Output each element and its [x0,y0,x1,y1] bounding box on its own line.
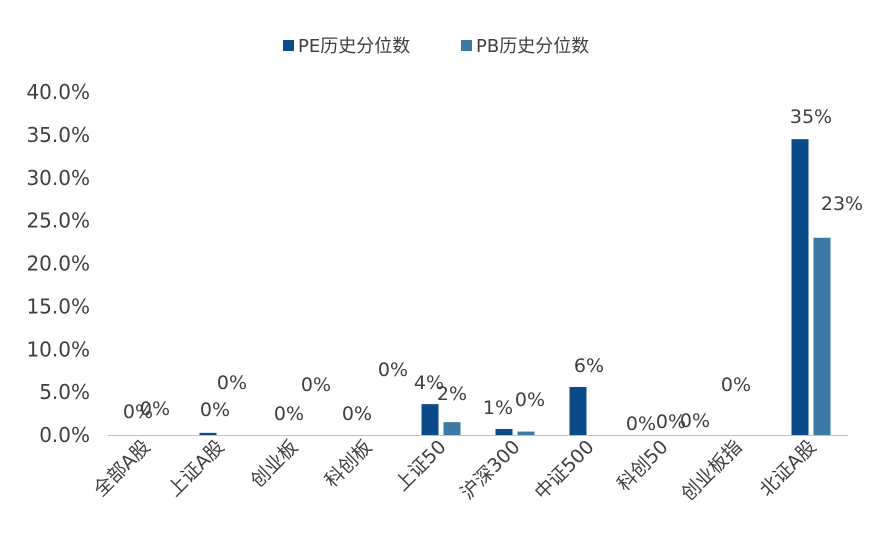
x-category-label: 中证500 [530,436,598,504]
data-label-pb-3: 0% [301,374,331,396]
data-label-pe-3: 0% [274,403,304,425]
x-axis: 全部A股 上证A股 创业板 科创板 上证50 沪深300 中证500 科创50 创业板指 北证A股 [89,435,848,505]
legend-swatch-2 [461,40,472,51]
data-label-pb-4: 0% [378,359,408,381]
bar-pe-10 [791,139,809,435]
y-tick-label: 15.0% [26,294,90,318]
data-label-pb-8: 0% [626,413,656,435]
bar-pb-6 [517,431,535,435]
y-tick-label: 20.0% [26,252,90,276]
x-category-label: 创业板指 [677,436,746,505]
bar-pb-5 [443,422,461,435]
y-tick-label: 25.0% [26,209,90,233]
legend-label-2: PB历史分位数 [476,36,589,57]
data-label-pe-5: 4% [414,372,444,394]
legend-swatch-1 [283,40,294,51]
y-tick-label: 0.0% [39,423,90,447]
x-category-label: 科创50 [613,436,673,496]
bar-pe-2 [199,432,217,435]
x-category-label: 创业板 [247,436,303,492]
data-label-pe-2: 0% [200,399,230,421]
legend-label-1: PE历史分位数 [298,36,410,57]
bars [199,139,831,435]
data-label-pb-10: 23% [821,193,863,215]
data-label-pe-4: 0% [342,403,372,425]
x-category-label: 科创板 [321,436,377,492]
legend: PE历史分位数 PB历史分位数 [283,36,589,57]
data-label-pe-7: 6% [574,355,604,377]
data-label-pe-9: 0% [721,374,751,396]
bar-pe-5 [421,404,439,435]
data-label-pb-5: 2% [437,383,467,405]
data-labels: 0%0% 0%0%0%0%0%0%4%2%1% 0%6%0% 0%0%0%35%23% [123,106,863,435]
x-category-label: 沪深300 [456,436,524,504]
y-tick-label: 40.0% [26,80,90,104]
x-category-label: 北证A股 [755,436,820,501]
data-label-pb-9: 0% [680,410,710,432]
data-label-pe-6: 1% [483,397,513,419]
data-label-pb-1: 0% [140,398,170,420]
y-tick-label: 30.0% [26,166,90,190]
x-category-label: 上证50 [391,436,451,496]
y-axis: 0.0% 5.0% 10.0% 15.0% 20.0% 25.0% 30.0% 35.0% 40… [26,80,90,447]
data-label-pe-10: 35% [790,106,832,128]
bar-pb-10 [813,237,831,435]
y-tick-label: 35.0% [26,123,90,147]
x-category-label: 全部A股 [89,436,154,501]
bar-pe-6 [495,428,513,435]
data-label-pe-8: 0% [656,411,686,433]
data-label-pe-1: 0% [123,401,153,423]
data-label-pb-2: 0% [217,372,247,394]
y-tick-label: 10.0% [26,337,90,361]
data-label-pb-6: 0% [515,389,545,411]
y-tick-label: 5.0% [39,380,90,404]
x-category-label: 上证A股 [163,436,228,501]
bar-pe-7 [569,386,587,435]
